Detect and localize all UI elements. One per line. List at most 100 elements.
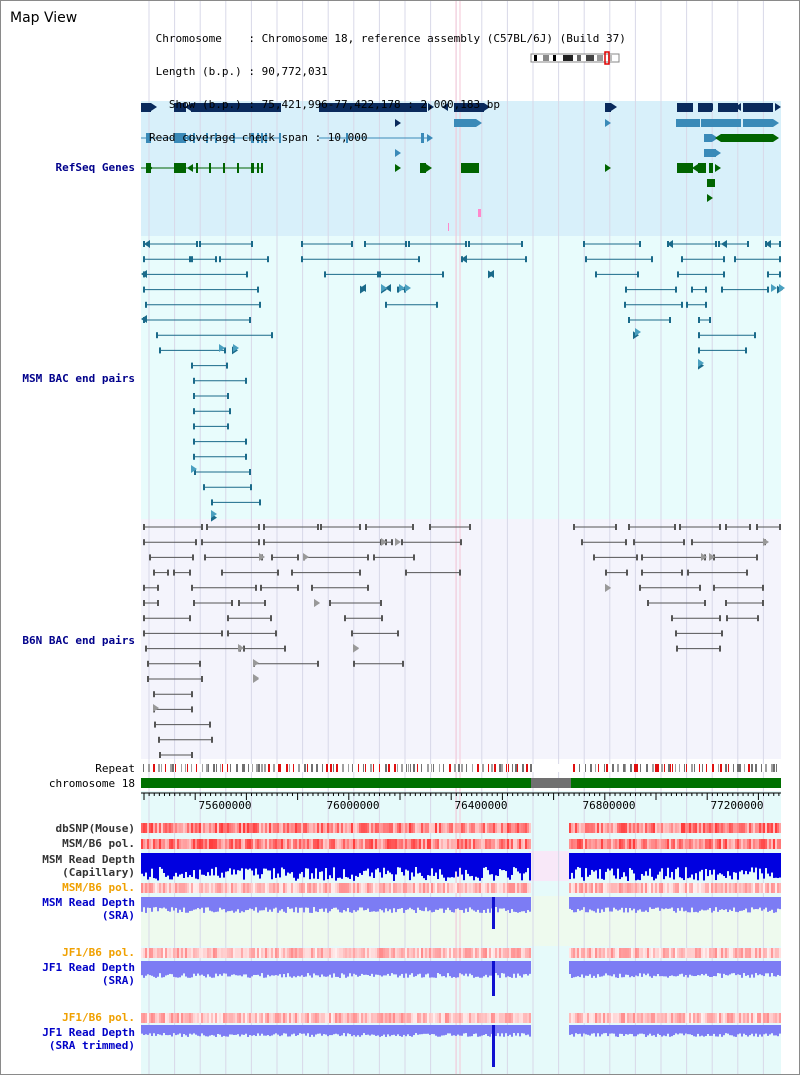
msm-bac-pair-end xyxy=(196,241,198,247)
jf1-trimmed-depth-bar xyxy=(419,1025,421,1035)
msm-sra-depth-bar xyxy=(487,897,489,909)
jf1-b6-pol2-heat-cell xyxy=(723,1013,725,1023)
jf1-b6-pol2-heat-cell xyxy=(601,1013,603,1023)
jf1-sra-depth-bar xyxy=(585,961,587,976)
dbsnp-heat-cell xyxy=(467,823,469,833)
jf1-b6-pol-heat-cell xyxy=(635,948,637,958)
gene-exon xyxy=(319,103,427,112)
jf1-sra-depth-bar xyxy=(181,961,183,976)
jf1-b6-pol-heat-cell xyxy=(265,948,267,958)
msm-bac-pair-end xyxy=(259,301,261,308)
msm-b6-pol2-heat-cell xyxy=(413,883,415,893)
jf1-b6-pol2-heat-cell xyxy=(235,1013,237,1023)
msm-capillary-depth-bar xyxy=(155,853,157,879)
msm-b6-pol-heat-cell xyxy=(747,839,749,849)
jf1-sra-depth-bar xyxy=(593,961,595,976)
msm-capillary-depth-bar xyxy=(281,853,283,868)
msm-sra-depth-bar xyxy=(471,897,473,910)
msm-sra-depth-bar xyxy=(179,897,181,910)
msm-b6-pol2-heat-cell xyxy=(685,883,687,893)
msm-sra-depth-bar xyxy=(599,897,601,913)
msm-sra-depth-bar xyxy=(761,897,763,911)
msm-b6-pol-heat-cell xyxy=(269,839,271,849)
msm-b6-pol-heat-cell xyxy=(409,839,411,849)
msm-bac-pair-end xyxy=(442,271,444,278)
msm-sra-depth-bar xyxy=(281,897,283,910)
jf1-sra-depth-bar xyxy=(365,961,367,975)
b6n-bac-pair-end xyxy=(412,524,414,530)
msm-sra-depth-bar xyxy=(637,897,639,911)
msm-sra-depth-bar xyxy=(673,897,675,912)
msm-b6-pol2-heat-cell xyxy=(687,883,689,893)
jf1-b6-pol2-heat-cell xyxy=(165,1013,167,1023)
jf1-b6-pol2-heat-cell xyxy=(301,1013,303,1023)
jf1-sra-depth-bar xyxy=(629,961,631,978)
jf1-sra-depth-bar xyxy=(303,961,305,977)
msm-b6-pol-heat-cell xyxy=(197,839,199,849)
msm-b6-pol-heat-cell xyxy=(225,839,227,849)
jf1-trimmed-depth-bar xyxy=(343,1025,345,1034)
jf1-sra-depth-bar xyxy=(633,961,635,978)
dbsnp-heat-cell xyxy=(271,823,273,833)
axis-tick-label: 76000000 xyxy=(327,799,380,812)
axis-tick-label: 75600000 xyxy=(199,799,252,812)
dbsnp-heat-cell xyxy=(443,823,445,833)
gene-strand-arrow xyxy=(735,103,741,111)
jf1-sra-depth-bar xyxy=(465,961,467,974)
b6n-bac-pair-end xyxy=(675,630,677,637)
msm-capillary-depth-bar xyxy=(287,853,289,873)
jf1-trimmed-depth-bar xyxy=(313,1025,315,1037)
msm-capillary-depth-bar xyxy=(317,853,319,879)
msm-capillary-depth-bar xyxy=(771,853,773,873)
dbsnp-heat-cell xyxy=(589,823,591,833)
msm-capillary-depth-bar xyxy=(265,853,267,869)
dbsnp-heat-cell xyxy=(197,823,199,833)
msm-capillary-depth-bar xyxy=(421,853,423,876)
msm-sra-depth-bar xyxy=(351,897,353,913)
msm-b6-pol-heat-cell xyxy=(741,839,743,849)
msm-b6-pol2-heat-cell xyxy=(419,883,421,893)
jf1-sra-depth-bar xyxy=(615,961,617,978)
jf1-b6-pol2-heat-cell xyxy=(711,1013,713,1023)
msm-b6-pol-heat-cell xyxy=(309,839,311,849)
msm-b6-pol2-heat-cell xyxy=(671,883,673,893)
jf1-sra-depth-bar xyxy=(529,961,531,974)
jf1-b6-pol2-heat-cell xyxy=(325,1013,327,1023)
msm-b6-pol-heat-cell xyxy=(597,839,599,849)
dbsnp-heat-cell xyxy=(175,823,177,833)
jf1-b6-pol2-heat-cell xyxy=(187,1013,189,1023)
msm-sra-depth-bar xyxy=(653,897,655,909)
jf1-sra-depth-bar xyxy=(173,961,175,977)
jf1-b6-pol2-heat-cell xyxy=(265,1013,267,1023)
msm-sra-depth-bar xyxy=(703,897,705,911)
jf1-b6-pol2-heat-cell xyxy=(611,1013,613,1023)
msm-b6-pol2-heat-cell xyxy=(715,883,717,893)
msm-b6-pol2-heat-cell xyxy=(597,883,599,893)
msm-sra-depth-bar xyxy=(379,897,381,910)
msm-b6-pol2-heat-cell xyxy=(643,883,645,893)
repeat-element xyxy=(590,764,592,772)
gene-strand-arrow xyxy=(219,344,225,352)
msm-b6-pol-heat-cell xyxy=(429,839,431,849)
msm-sra-depth-bar xyxy=(723,897,725,911)
msm-capillary-depth-bar xyxy=(463,853,465,881)
msm-b6-pol-heat-cell xyxy=(213,839,215,849)
jf1-b6-pol-heat-cell xyxy=(627,948,629,958)
dbsnp-heat-cell xyxy=(771,823,773,833)
msm-capillary-depth-bar xyxy=(763,853,765,879)
msm-b6-pol2-heat-cell xyxy=(237,883,239,893)
jf1-trimmed-depth-bar xyxy=(477,1025,479,1037)
msm-b6-pol2-heat-cell xyxy=(401,883,403,893)
jf1-b6-pol2-heat-cell xyxy=(427,1013,429,1023)
jf1-b6-pol-heat-cell xyxy=(763,948,765,958)
jf1-trimmed-depth-bar xyxy=(409,1025,411,1037)
jf1-trimmed-depth-bar xyxy=(747,1025,749,1037)
msm-b6-pol2-heat-cell xyxy=(215,883,217,893)
msm-sra-depth-bar xyxy=(419,897,421,911)
repeat-element xyxy=(598,764,599,772)
msm-capillary-depth-bar xyxy=(147,853,149,880)
msm-b6-pol-heat-cell xyxy=(467,839,469,849)
jf1-b6-pol-heat-cell xyxy=(209,948,211,958)
msm-b6-pol-heat-cell xyxy=(403,839,405,849)
